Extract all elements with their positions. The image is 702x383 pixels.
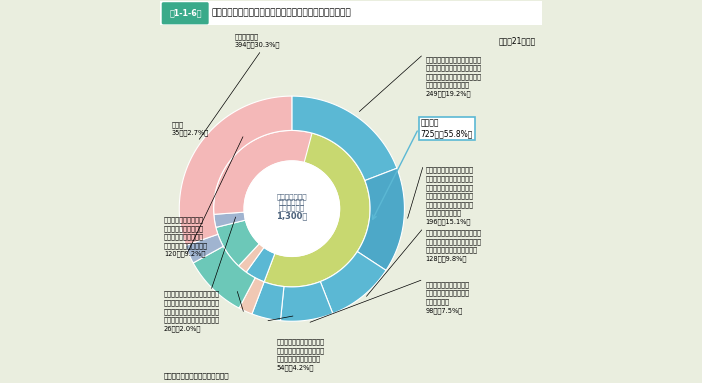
Polygon shape [239, 244, 264, 272]
Polygon shape [246, 247, 275, 282]
Polygon shape [185, 234, 223, 263]
Polygon shape [252, 282, 284, 321]
Text: 判断力に欠け、あるいは、体力
的条件が悪く、ほとんど避難で
きなかったと思われるもの。
128人（9.8%）: 判断力に欠け、あるいは、体力 的条件が悪く、ほとんど避難で きなかったと思われる… [425, 230, 482, 262]
Text: （放火自殺者: （放火自殺者 [279, 199, 305, 206]
Polygon shape [264, 131, 370, 287]
Text: 発見が遅れ、気付いた時は火煙
が回り、既に逃げ道がなかった
と思われるもの。（全く気付か
なかった場合を含む。）
249人（19.2%）: 発見が遅れ、気付いた時は火煙 が回り、既に逃げ道がなかった と思われるもの。（全… [425, 56, 482, 97]
Polygon shape [216, 220, 259, 266]
Polygon shape [292, 96, 397, 180]
Polygon shape [193, 246, 255, 308]
FancyBboxPatch shape [161, 2, 208, 25]
Text: 火災による死者: 火災による死者 [277, 193, 307, 200]
Text: 1,300人: 1,300人 [276, 211, 307, 220]
Text: いったん、屋外へ避難後、再進
入したと思われるもの。出火時
屋外にいて出火後進入したと思
われるもの。（出火後再進入）
26人（2.0%）: いったん、屋外へ避難後、再進 入したと思われるもの。出火時 屋外にいて出火後進入… [164, 291, 220, 332]
Text: 第1-1-6図: 第1-1-6図 [169, 9, 201, 18]
Text: 逃げれば逃げられたが、
逃げる機会を失ったと思
われるもの。
98人（7.5%）: 逃げれば逃げられたが、 逃げる機会を失ったと思 われるもの。 98人（7.5%） [425, 281, 470, 314]
Text: その他
35人（2.7%）: その他 35人（2.7%） [172, 121, 209, 136]
Polygon shape [179, 96, 292, 246]
Polygon shape [214, 212, 246, 228]
Polygon shape [320, 252, 386, 314]
Text: 着衣着火し、火傷（熱
傷）あるいはガス中毒
により死亡したと思わ
れるもの。（着衣着火）
120人（9.2%）: 着衣着火し、火傷（熱 傷）あるいはガス中毒 により死亡したと思わ れるもの。（着… [164, 216, 208, 257]
Text: （平成21年中）: （平成21年中） [499, 36, 536, 45]
Text: 延焼拡大が早かった等のた
め、ほとんど避難ができな
かったと思われるもの。
54人（4.2%）: 延焼拡大が早かった等のた め、ほとんど避難ができな かったと思われるもの。 54… [277, 339, 324, 371]
Polygon shape [213, 131, 312, 214]
Text: 不明・調査中
394人（30.3%）: 不明・調査中 394人（30.3%） [234, 33, 280, 48]
Text: （備考）「火災報告」により作成: （備考）「火災報告」により作成 [164, 372, 229, 379]
Circle shape [244, 161, 340, 256]
Polygon shape [280, 282, 333, 321]
Text: 火災による経過別死者発生状況（放火自殺者等を除く。）: 火災による経過別死者発生状況（放火自殺者等を除く。） [212, 9, 352, 18]
Polygon shape [239, 278, 264, 314]
Text: 等を除く。）: 等を除く。） [279, 204, 305, 211]
Text: 逃げ遅れ
725人（55.8%）: 逃げ遅れ 725人（55.8%） [420, 119, 473, 138]
Polygon shape [357, 168, 404, 270]
Text: 避難行動を起こしているが
逃げきれなかったと思われ
るもの。（一応自力避難し
たが、避難中、火煙、ガス
吸引により、病院等で死亡
した場合を含む。）
196人（: 避難行動を起こしているが 逃げきれなかったと思われ るもの。（一応自力避難し た… [425, 167, 473, 225]
FancyBboxPatch shape [160, 1, 542, 26]
